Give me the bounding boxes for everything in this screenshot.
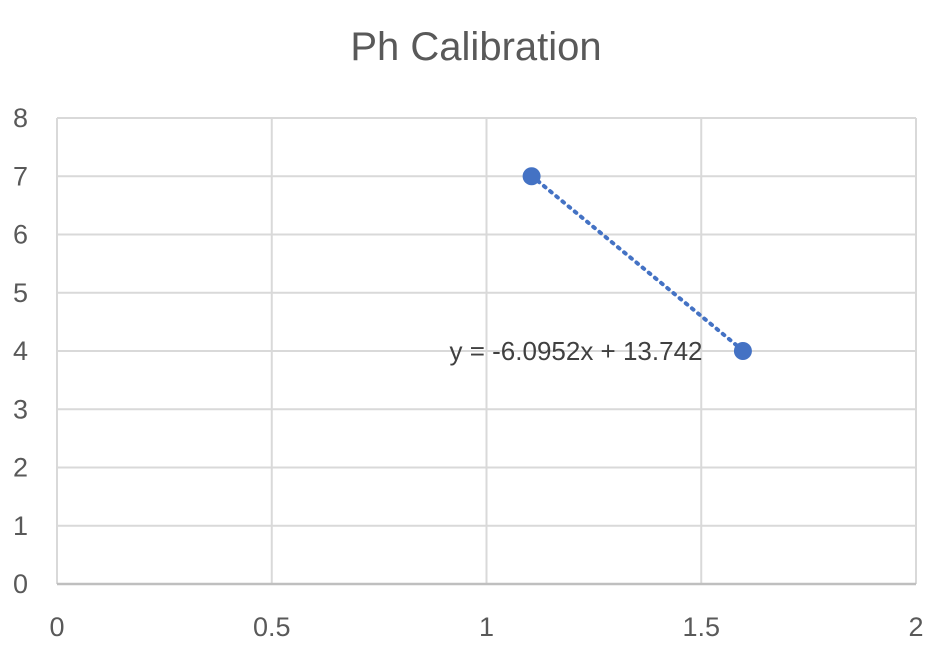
- y-tick-label: 6: [13, 220, 28, 250]
- y-tick-label: 8: [13, 103, 28, 133]
- data-points: [522, 167, 752, 360]
- trendline-equation-label: y = -6.0952x + 13.742: [450, 336, 703, 366]
- y-axis-tick-labels: 0 1 2 3 4 5 6 7 8: [13, 103, 28, 599]
- data-point: [522, 167, 541, 186]
- y-tick-label: 3: [13, 394, 28, 424]
- trendline-line: [529, 173, 745, 353]
- y-tick-label: 4: [13, 336, 28, 366]
- y-tick-label: 0: [13, 569, 28, 599]
- x-axis-tick-labels: 0 0.5 1 1.5 2: [49, 612, 923, 642]
- x-tick-label: 2: [908, 612, 923, 642]
- x-tick-label: 1: [479, 612, 494, 642]
- chart-title: Ph Calibration: [350, 25, 601, 69]
- y-tick-label: 2: [13, 453, 28, 483]
- x-tick-label: 0: [49, 612, 64, 642]
- x-tick-label: 0.5: [253, 612, 291, 642]
- y-tick-label: 1: [13, 511, 28, 541]
- y-tick-label: 5: [13, 278, 28, 308]
- gridlines: [56, 117, 917, 584]
- y-tick-label: 7: [13, 161, 28, 191]
- trendline: [529, 173, 745, 353]
- x-tick-label: 1.5: [682, 612, 720, 642]
- data-point: [733, 342, 752, 360]
